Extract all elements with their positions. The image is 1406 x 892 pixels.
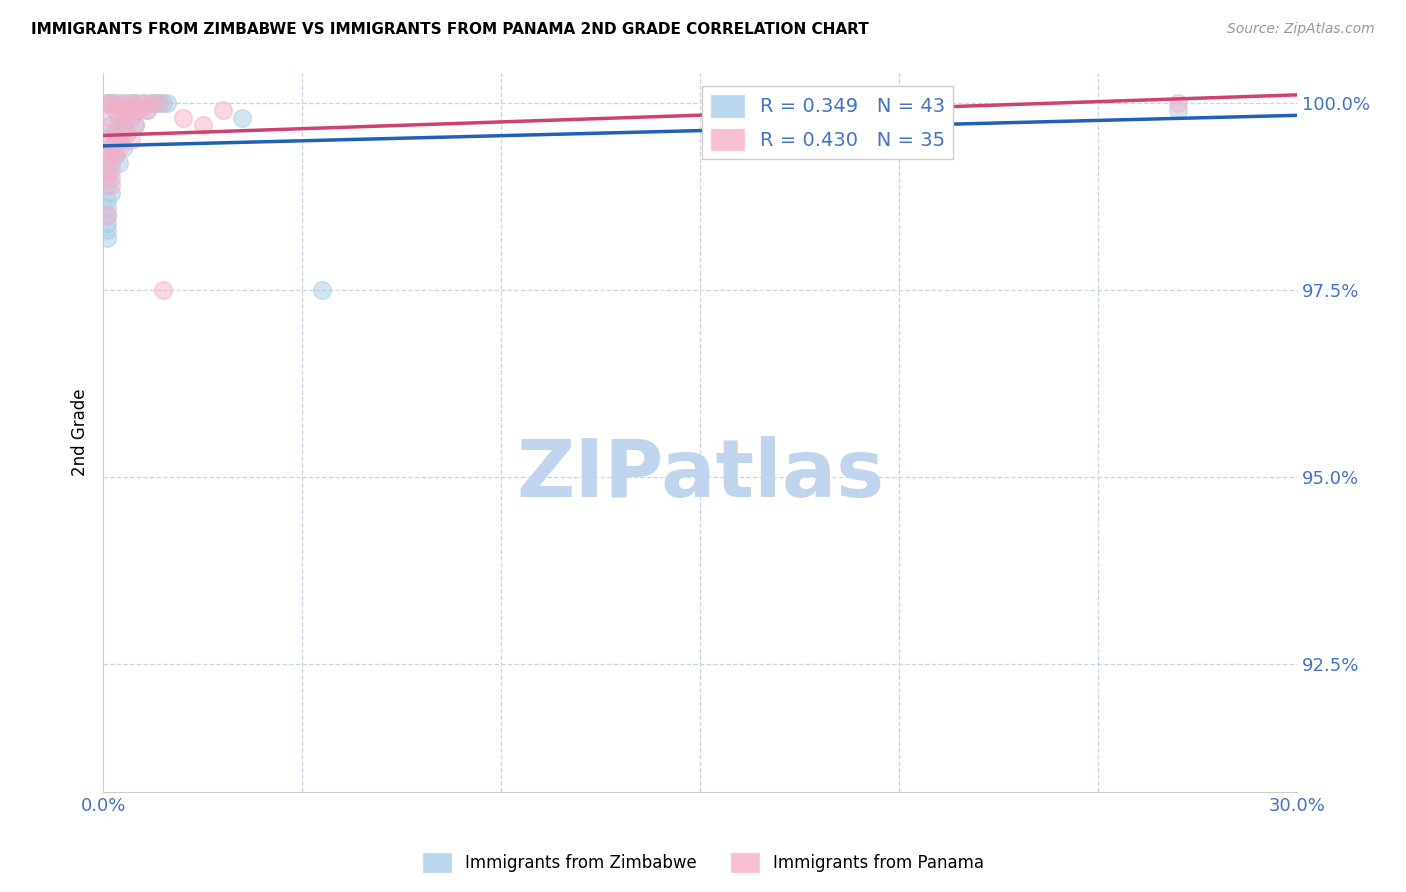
Point (108, 95, 131, 110)
Point (104, 126, 127, 140)
Text: IMMIGRANTS FROM ZIMBABWE VS IMMIGRANTS FROM PANAMA 2ND GRADE CORRELATION CHART: IMMIGRANTS FROM ZIMBABWE VS IMMIGRANTS F… (31, 22, 869, 37)
Point (172, 111, 194, 125)
Point (112, 141, 135, 155)
Point (100, 156, 122, 170)
Point (100, 95, 122, 110)
Point (148, 95, 170, 110)
Point (96, 208, 118, 222)
Point (96, 193, 118, 207)
Point (108, 119, 131, 133)
Legend: Immigrants from Zimbabwe, Immigrants from Panama: Immigrants from Zimbabwe, Immigrants fro… (415, 846, 991, 880)
Point (96, 178, 118, 193)
Point (311, 283, 333, 297)
Point (124, 95, 146, 110)
Point (96, 223, 118, 237)
Point (152, 283, 174, 297)
Point (104, 95, 127, 110)
Point (108, 156, 131, 170)
Point (112, 119, 135, 133)
Point (132, 95, 155, 110)
Point (115, 103, 138, 118)
Point (156, 95, 179, 110)
Point (100, 170, 122, 185)
Point (148, 95, 170, 110)
Point (143, 95, 166, 110)
Point (132, 95, 155, 110)
Point (104, 148, 127, 162)
Point (152, 95, 174, 110)
Point (96, 170, 118, 185)
Point (128, 103, 150, 118)
Point (96, 216, 118, 230)
Point (96, 148, 118, 162)
Point (211, 103, 233, 118)
Point (96, 230, 118, 244)
Point (100, 141, 122, 155)
Point (128, 103, 150, 118)
Point (139, 95, 162, 110)
Y-axis label: 2nd Grade: 2nd Grade (72, 389, 89, 476)
Point (112, 126, 135, 140)
Point (104, 148, 127, 162)
Point (96, 126, 118, 140)
Point (96, 156, 118, 170)
Point (135, 103, 157, 118)
Point (115, 126, 138, 140)
Point (100, 186, 122, 200)
Point (120, 111, 142, 125)
Point (96, 95, 118, 110)
Point (115, 111, 138, 125)
Point (120, 103, 142, 118)
Point (231, 111, 253, 125)
Point (104, 103, 127, 118)
Text: Source: ZipAtlas.com: Source: ZipAtlas.com (1227, 22, 1375, 37)
Point (104, 133, 127, 147)
Point (120, 95, 142, 110)
Point (108, 111, 131, 125)
Point (100, 163, 122, 178)
Point (100, 141, 122, 155)
Point (100, 95, 122, 110)
Point (191, 119, 214, 133)
Point (100, 111, 122, 125)
Point (124, 95, 146, 110)
Point (135, 103, 157, 118)
Point (96, 208, 118, 222)
Point (124, 119, 146, 133)
Point (96, 163, 118, 178)
Text: ZIPatlas: ZIPatlas (516, 436, 884, 515)
Point (108, 133, 131, 147)
Point (124, 119, 146, 133)
Point (120, 133, 142, 147)
Point (139, 95, 162, 110)
Point (96, 201, 118, 215)
Point (112, 95, 135, 110)
Point (115, 95, 138, 110)
Point (1167, 103, 1189, 118)
Point (112, 103, 135, 118)
Point (100, 178, 122, 193)
Point (96, 133, 118, 147)
Point (108, 141, 131, 155)
Point (100, 119, 122, 133)
Point (1167, 95, 1189, 110)
Point (96, 95, 118, 110)
Point (96, 148, 118, 162)
Legend: R = 0.349   N = 43, R = 0.430   N = 35: R = 0.349 N = 43, R = 0.430 N = 35 (702, 87, 953, 159)
